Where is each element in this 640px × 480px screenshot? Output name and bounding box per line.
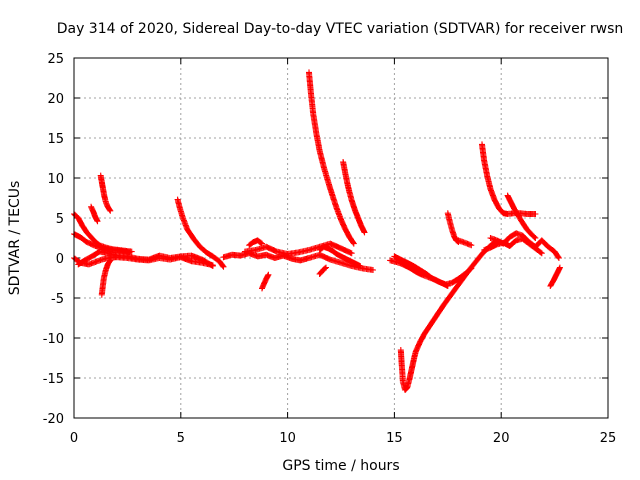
series-marks	[547, 264, 563, 289]
y-tick-label: 25	[47, 52, 64, 67]
series-marks	[241, 240, 355, 257]
series-arc-q	[397, 239, 498, 393]
series-marks	[397, 239, 498, 393]
series-marks	[387, 257, 451, 289]
series-marks	[246, 237, 265, 249]
axis-ticks: 0 5 10 15 20 25 -20 -15 -10 -5 0 5 10 15 20 25	[43, 52, 617, 446]
y-tick-label: -10	[43, 332, 64, 347]
y-tick-label: -5	[51, 292, 64, 307]
series-marks	[75, 248, 216, 269]
x-tick-label: 10	[279, 431, 296, 446]
series-arc-k	[246, 237, 265, 249]
series-arc-o	[316, 243, 364, 269]
series-marks	[316, 264, 329, 277]
x-tick-label: 0	[70, 431, 78, 446]
series-arc-f	[88, 203, 101, 225]
series-arc-d	[75, 248, 216, 269]
y-tick-label: -15	[43, 372, 64, 387]
x-tick-label: 25	[600, 431, 617, 446]
series-marks	[504, 192, 539, 241]
x-axis-label: GPS time / hours	[282, 458, 399, 474]
series-marks	[306, 69, 357, 247]
series-arc-p	[316, 264, 329, 277]
y-tick-label: -20	[43, 412, 64, 427]
y-tick-label: 5	[56, 212, 64, 227]
series-marks	[340, 159, 368, 236]
chart-title: Day 314 of 2020, Sidereal Day-to-day VTE…	[57, 21, 624, 37]
series-arc-w	[504, 192, 539, 241]
series-marks	[174, 196, 227, 270]
series-arc-j	[241, 240, 355, 257]
y-axis-label: SDTVAR / TECUs	[7, 181, 23, 296]
x-tick-label: 5	[177, 431, 185, 446]
series-arc-s	[387, 257, 451, 289]
y-tick-label: 20	[47, 92, 64, 107]
y-tick-label: 10	[47, 172, 64, 187]
series-marks	[98, 257, 114, 298]
series-arc-v	[479, 141, 539, 217]
series-arc-e	[98, 257, 114, 298]
x-tick-label: 15	[386, 431, 403, 446]
series-arc-l	[259, 271, 272, 292]
series-marks	[316, 243, 364, 269]
series-arc-m	[306, 69, 357, 247]
y-tick-label: 0	[56, 252, 64, 267]
series-arc-y	[481, 235, 545, 257]
series-marks	[479, 141, 539, 217]
series-marks	[455, 237, 475, 249]
series-marks	[481, 235, 545, 257]
series-arc-u	[455, 237, 475, 249]
series-marks	[97, 172, 114, 214]
series-arc-g	[97, 172, 114, 214]
series-arc-h	[174, 196, 227, 270]
series-arc-z	[547, 264, 563, 289]
series-marks	[259, 271, 272, 292]
series-marks	[88, 203, 101, 225]
plot-frame	[73, 57, 609, 419]
x-tick-label: 20	[493, 431, 510, 446]
y-tick-label: 15	[47, 132, 64, 147]
data-points	[71, 69, 563, 393]
series-arc-n	[340, 159, 368, 236]
